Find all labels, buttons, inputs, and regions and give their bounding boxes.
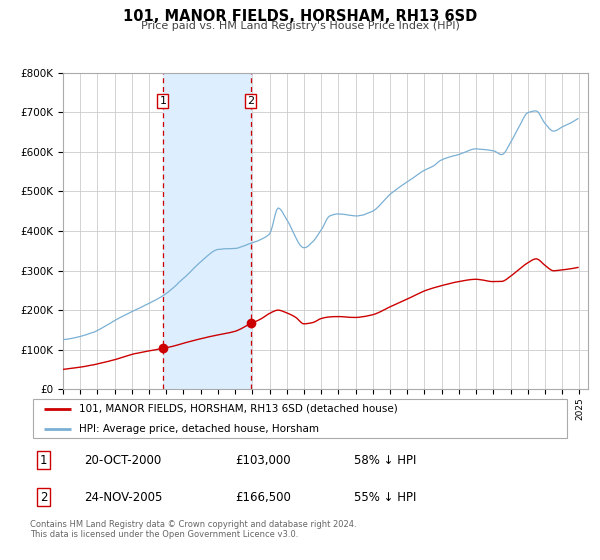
Text: £166,500: £166,500 <box>235 491 291 504</box>
Text: Contains HM Land Registry data © Crown copyright and database right 2024.
This d: Contains HM Land Registry data © Crown c… <box>30 520 356 539</box>
Text: 1: 1 <box>160 96 166 106</box>
Text: 101, MANOR FIELDS, HORSHAM, RH13 6SD (detached house): 101, MANOR FIELDS, HORSHAM, RH13 6SD (de… <box>79 404 397 414</box>
Text: 2: 2 <box>247 96 254 106</box>
Text: 55% ↓ HPI: 55% ↓ HPI <box>354 491 416 504</box>
Text: £103,000: £103,000 <box>235 454 291 467</box>
FancyBboxPatch shape <box>33 399 568 438</box>
Text: 1: 1 <box>40 454 47 467</box>
Bar <box>163 73 251 389</box>
Text: 2: 2 <box>40 491 47 504</box>
Text: 20-OCT-2000: 20-OCT-2000 <box>84 454 161 467</box>
Text: 101, MANOR FIELDS, HORSHAM, RH13 6SD: 101, MANOR FIELDS, HORSHAM, RH13 6SD <box>123 9 477 24</box>
Text: Price paid vs. HM Land Registry's House Price Index (HPI): Price paid vs. HM Land Registry's House … <box>140 21 460 31</box>
Text: 24-NOV-2005: 24-NOV-2005 <box>84 491 163 504</box>
Text: 58% ↓ HPI: 58% ↓ HPI <box>354 454 416 467</box>
Text: HPI: Average price, detached house, Horsham: HPI: Average price, detached house, Hors… <box>79 424 319 434</box>
